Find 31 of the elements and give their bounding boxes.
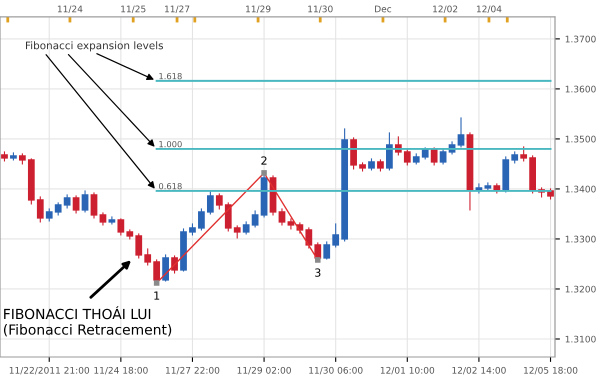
text: 11/24: [58, 6, 82, 14]
annotation: FIBONACCI THOÁI LUI (Fibonacci Retracement): [4, 306, 172, 336]
annotation: 1: [154, 292, 160, 300]
y-tick-label: 1.3700: [566, 36, 596, 42]
text: Dec: [375, 6, 392, 12]
x-tick-label: 11/27 22:00: [166, 366, 220, 374]
y-tick-label: 1.3500: [566, 136, 596, 142]
y-tick-label: 1.3300: [566, 236, 596, 243]
text: 11/29: [246, 6, 270, 14]
annotation: Fibonacci expansion levels: [26, 41, 164, 52]
x-tick-label: 12/05 18:00: [524, 366, 578, 374]
x-tick-label: 11/29 02:00: [238, 366, 291, 374]
x-tick-label: 12/01 10:00: [380, 366, 434, 374]
text: 11/27: [165, 6, 190, 14]
text: 12/04: [476, 6, 502, 14]
x-tick-label: 11/22/2011 21:00: [10, 366, 90, 374]
y-tick-label: 1.3400: [566, 186, 596, 192]
text: 12/02: [433, 6, 458, 14]
series-label: 0.618: [158, 183, 182, 190]
x-tick-label: 11/24 18:00: [94, 366, 148, 374]
series-label: 1.000: [159, 141, 182, 148]
x-tick-label: 12/02 14:00: [452, 366, 506, 374]
y-tick-label: 1.3600: [566, 86, 596, 92]
annotation: 3: [315, 268, 320, 277]
x-tick-label: 11/30 06:00: [309, 366, 363, 374]
text: 11/25: [121, 6, 146, 14]
y-tick-label: 1.3100: [566, 336, 596, 343]
annotation: 2: [261, 156, 266, 165]
series-label: 1.618: [159, 72, 182, 80]
y-tick-label: 1.3200: [566, 286, 596, 293]
text: 11/30: [308, 6, 333, 14]
